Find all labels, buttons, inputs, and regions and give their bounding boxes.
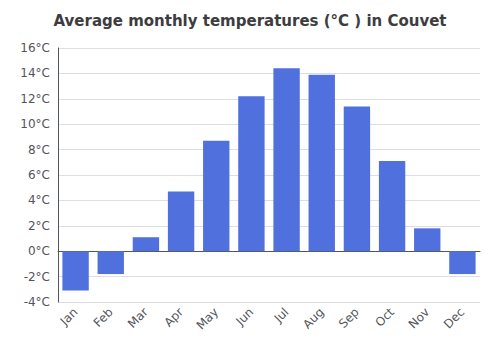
svg-text:12°C: 12°C [20, 92, 50, 106]
svg-text:Nov: Nov [406, 305, 432, 331]
svg-text:8°C: 8°C [28, 143, 50, 157]
svg-text:Mar: Mar [125, 305, 151, 331]
svg-text:Average monthly temperatures (: Average monthly temperatures (°C ) in Co… [53, 12, 446, 30]
svg-text:4°C: 4°C [28, 193, 50, 207]
svg-text:May: May [194, 305, 221, 332]
svg-text:6°C: 6°C [28, 168, 50, 182]
svg-text:16°C: 16°C [20, 41, 50, 55]
svg-text:Jul: Jul [271, 305, 292, 326]
svg-text:-4°C: -4°C [24, 295, 50, 309]
svg-text:Apr: Apr [161, 305, 186, 330]
svg-text:Oct: Oct [372, 305, 397, 330]
svg-text:14°C: 14°C [20, 66, 50, 80]
svg-text:-2°C: -2°C [24, 270, 50, 284]
svg-text:Sep: Sep [336, 305, 362, 331]
svg-text:Aug: Aug [300, 305, 326, 331]
svg-text:Feb: Feb [91, 305, 116, 330]
svg-text:Jun: Jun [233, 305, 257, 329]
svg-text:Dec: Dec [441, 305, 467, 331]
svg-text:0°C: 0°C [28, 244, 50, 258]
svg-text:10°C: 10°C [20, 117, 50, 131]
svg-text:2°C: 2°C [28, 219, 50, 233]
svg-text:Jan: Jan [57, 305, 81, 329]
